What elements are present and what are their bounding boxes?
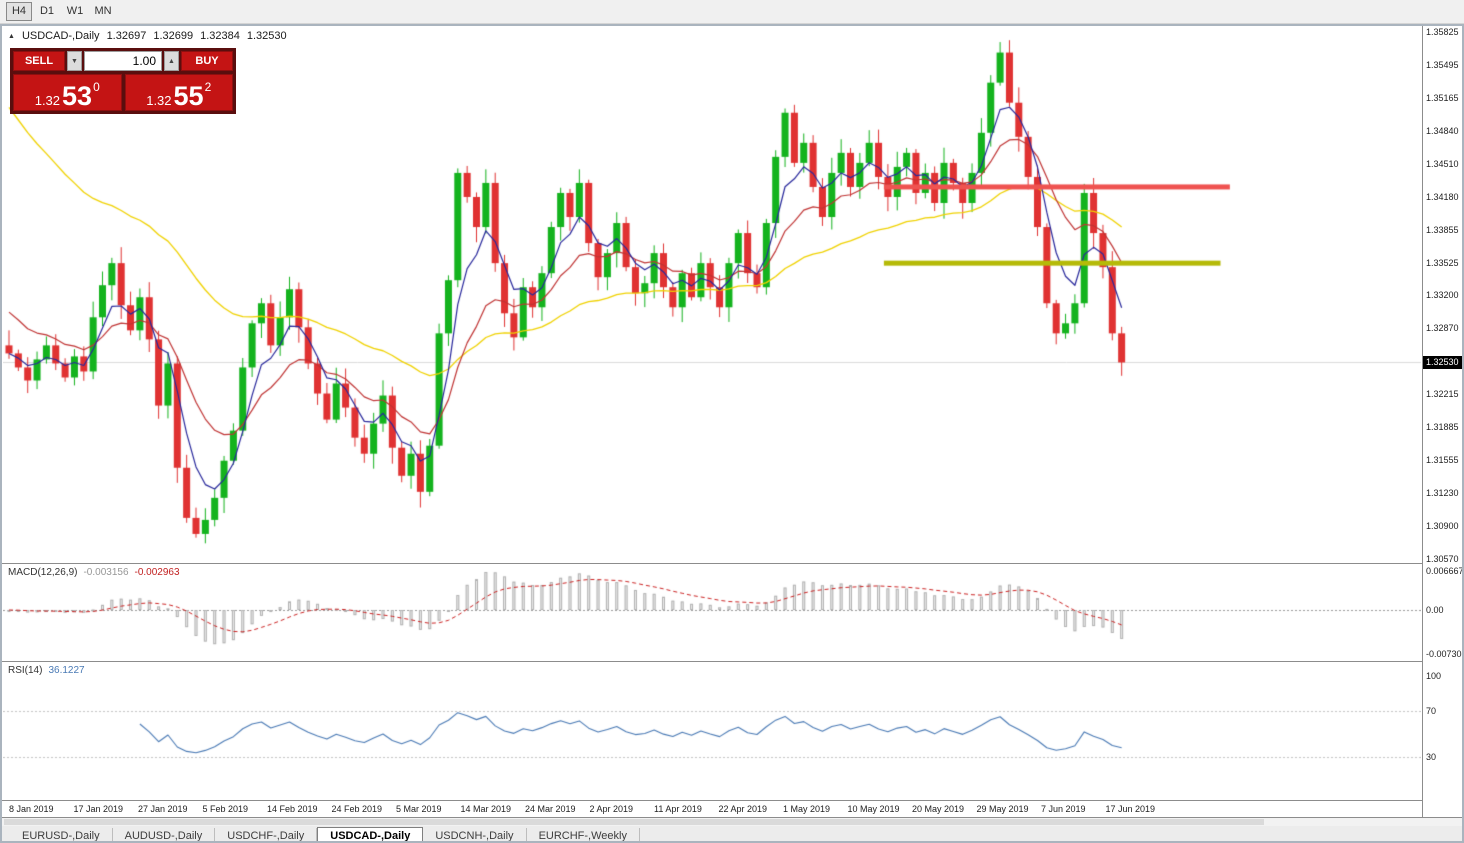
date-axis-label: 5 Mar 2019 — [396, 804, 442, 814]
ohlc-low: 1.32384 — [200, 30, 240, 42]
collapse-icon[interactable]: ▲ — [8, 32, 15, 40]
price-axis-label: 1.34510 — [1426, 158, 1459, 169]
volume-input[interactable] — [84, 51, 162, 71]
timeframe-button-h4[interactable]: H4 — [6, 2, 32, 21]
chart-title: ▲ USDCAD-,Daily 1.32697 1.32699 1.32384 … — [8, 30, 287, 42]
timeframe-button-mn[interactable]: MN — [90, 2, 116, 21]
timeframe-button-d1[interactable]: D1 — [34, 2, 60, 21]
volume-increase-button[interactable]: ▲ — [164, 51, 179, 71]
date-axis-label: 27 Jan 2019 — [138, 804, 188, 814]
scrollbar-separator — [2, 817, 1462, 818]
date-axis-label: 24 Feb 2019 — [331, 804, 383, 814]
price-axis-border — [1422, 26, 1423, 817]
price-axis[interactable]: 1.32530 0.006667 0.00 -0.007308 1.35825 1… — [1423, 26, 1462, 817]
date-axis-separator — [2, 800, 1462, 801]
price-axis-label: 1.32870 — [1426, 323, 1459, 334]
date-axis-label: 14 Mar 2019 — [460, 804, 512, 814]
rsi-name: RSI(14) — [8, 665, 43, 676]
scrollbar-thumb[interactable] — [4, 819, 1264, 825]
macd-canvas[interactable] — [3, 565, 1421, 660]
macd-axis-min: -0.007308 — [1426, 649, 1464, 659]
price-axis-label: 1.31885 — [1426, 422, 1459, 433]
price-axis-label: 1.33855 — [1426, 224, 1459, 235]
rsi-label: RSI(14) 36.1227 — [8, 665, 85, 676]
rsi-axis-label: 100 — [1426, 671, 1442, 681]
horizontal-scrollbar[interactable] — [2, 818, 1462, 826]
date-axis-label: 8 Jan 2019 — [9, 804, 54, 814]
price-axis-label: 1.30900 — [1426, 520, 1459, 531]
macd-signal-value: -0.002963 — [134, 567, 180, 578]
current-price-badge: 1.32530 — [1423, 356, 1462, 370]
rsi-panel-splitter[interactable] — [2, 661, 1462, 662]
tab-audusd-daily[interactable]: AUDUSD-,Daily — [112, 828, 216, 841]
date-axis-label: 24 Mar 2019 — [525, 804, 576, 814]
date-axis-label: 11 Apr 2019 — [654, 804, 702, 814]
spin-down-icon: ▼ — [71, 57, 78, 65]
ask-prefix: 1.32 — [146, 93, 172, 108]
main-chart-canvas[interactable] — [3, 27, 1421, 563]
price-axis-label: 1.34840 — [1426, 125, 1459, 136]
rsi-axis-label: 30 — [1426, 752, 1437, 762]
price-axis-label: 1.32215 — [1426, 389, 1459, 400]
date-axis-label: 20 May 2019 — [912, 804, 965, 814]
price-axis-label: 1.33200 — [1426, 290, 1459, 301]
tab-usdchf-daily[interactable]: USDCHF-,Daily — [215, 828, 318, 841]
date-axis-label: 14 Feb 2019 — [267, 804, 318, 814]
date-axis-label: 5 Feb 2019 — [202, 804, 249, 814]
rsi-value: 36.1227 — [48, 665, 85, 676]
macd-panel-splitter[interactable] — [2, 563, 1462, 564]
price-axis-label: 1.35165 — [1426, 93, 1459, 104]
chart-window: ▲ USDCAD-,Daily 1.32697 1.32699 1.32384 … — [0, 24, 1464, 843]
price-axis-label: 1.35495 — [1426, 60, 1459, 71]
time-axis[interactable]: 8 Jan 2019 17 Jan 2019 27 Jan 2019 5 Feb 20… — [3, 802, 1422, 817]
price-axis-label: 1.31230 — [1426, 487, 1459, 498]
macd-axis-zero: 0.00 — [1426, 605, 1444, 615]
rsi-axis-label: 70 — [1426, 706, 1437, 716]
date-axis-label: 17 Jun 2019 — [1105, 804, 1156, 814]
ohlc-close: 1.32530 — [246, 30, 287, 42]
ohlc-open: 1.32697 — [106, 30, 147, 42]
tab-usdcnh-daily[interactable]: USDCNH-,Daily — [423, 828, 527, 841]
date-axis-label: 29 May 2019 — [976, 804, 1029, 814]
bid-price-button[interactable]: 1.32 53 0 — [13, 74, 122, 111]
volume-decrease-button[interactable]: ▼ — [67, 51, 82, 71]
price-axis-label: 1.34180 — [1426, 191, 1459, 202]
date-axis-label: 10 May 2019 — [847, 804, 900, 814]
ask-sup: 2 — [204, 80, 212, 94]
timeframe-toolbar: H4 D1 W1 MN — [0, 0, 1464, 24]
ask-big: 55 — [173, 80, 204, 111]
buy-button[interactable]: BUY — [181, 51, 233, 71]
price-axis-label: 1.31555 — [1426, 455, 1459, 466]
bid-prefix: 1.32 — [34, 93, 61, 108]
timeframe-button-w1[interactable]: W1 — [62, 2, 88, 21]
date-axis-label: 2 Apr 2019 — [589, 804, 634, 814]
macd-label: MACD(12,26,9) -0.003156 -0.002963 — [8, 567, 180, 578]
bid-sup: 0 — [93, 80, 100, 94]
date-axis-label: 7 Jun 2019 — [1041, 804, 1086, 814]
date-axis-label: 1 May 2019 — [783, 804, 831, 814]
rsi-canvas[interactable] — [3, 663, 1421, 799]
sell-button[interactable]: SELL — [13, 51, 65, 71]
spin-up-icon: ▲ — [168, 57, 175, 65]
tab-eurchf-weekly[interactable]: EURCHF-,Weekly — [526, 828, 640, 841]
chart-symbol-period: USDCAD-,Daily — [21, 30, 100, 42]
price-axis-label: 1.30570 — [1426, 554, 1459, 564]
chart-tabs-bar: EURUSD-,Daily AUDUSD-,Daily USDCHF-,Daily U… — [2, 826, 1462, 841]
ohlc-high: 1.32699 — [153, 30, 194, 42]
bid-big: 53 — [62, 80, 93, 111]
price-axis-label: 1.33525 — [1426, 257, 1459, 268]
macd-axis-max: 0.006667 — [1426, 566, 1464, 576]
tab-usdcad-daily[interactable]: USDCAD-,Daily — [317, 827, 424, 841]
macd-main-value: -0.003156 — [83, 567, 129, 578]
macd-name: MACD(12,26,9) — [8, 567, 78, 578]
date-axis-label: 22 Apr 2019 — [718, 804, 768, 814]
ask-price-button[interactable]: 1.32 55 2 — [124, 74, 233, 111]
tab-eurusd-daily[interactable]: EURUSD-,Daily — [10, 828, 113, 841]
date-axis-label: 17 Jan 2019 — [73, 804, 124, 814]
price-axis-label: 1.35825 — [1426, 27, 1459, 37]
